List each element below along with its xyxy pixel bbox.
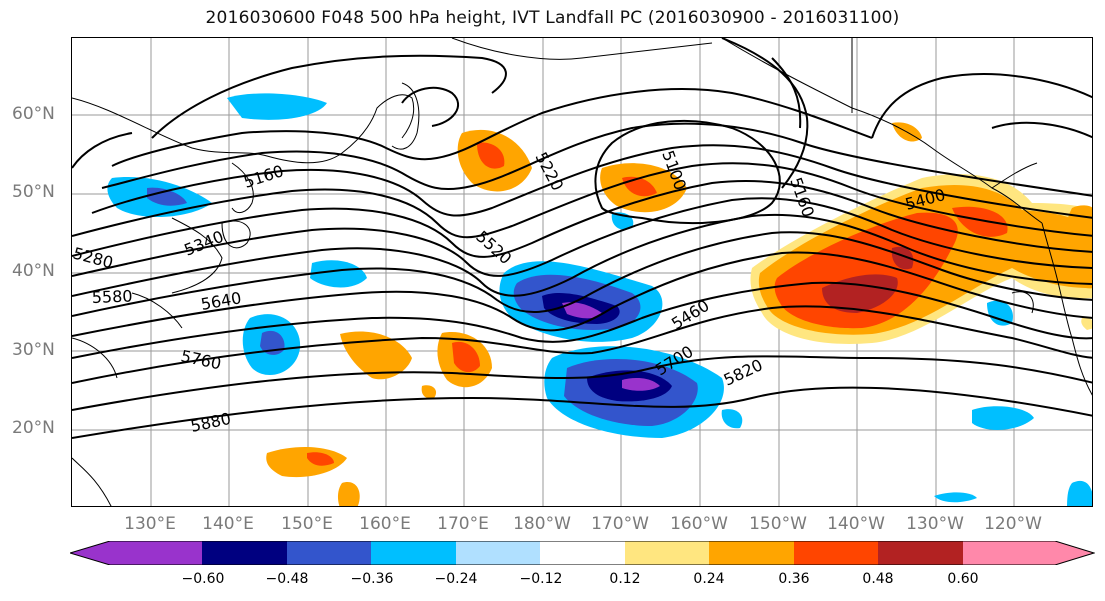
- colorbar-tick-label: −0.36: [350, 571, 394, 587]
- colorbar-tick-label: 0.60: [947, 571, 979, 587]
- contour-label: 5880: [189, 409, 233, 436]
- lat-label-60n: 60°N: [12, 104, 55, 124]
- lon-label-170w: 170°W: [591, 514, 649, 534]
- colorbar-outline: [70, 541, 1095, 565]
- contour-label: 5220: [531, 149, 567, 194]
- lon-label-160e: 160°E: [359, 514, 411, 534]
- ivt-negative-shading: [107, 93, 1092, 506]
- map-panel: 5160 5220 5100 5160 5280 5340 5400 5520 …: [71, 37, 1093, 507]
- contour-label: 5760: [179, 346, 223, 373]
- contour-label: 5160: [241, 161, 286, 192]
- colorbar-segment: [878, 541, 963, 565]
- colorbar-segment: [963, 541, 1094, 565]
- contour-label: 5520: [472, 227, 515, 268]
- map-title: 2016030600 F048 500 hPa height, IVT Land…: [205, 8, 900, 28]
- lon-label-130e: 130°E: [124, 514, 176, 534]
- colorbar-segment: [794, 541, 878, 565]
- height-contours: [72, 38, 1092, 439]
- contour-label: 5160: [786, 175, 818, 220]
- coastlines: [72, 38, 1092, 506]
- lat-label-30n: 30°N: [12, 340, 55, 360]
- colorbar-tick-label: −0.24: [434, 571, 478, 587]
- colorbar-tick-label: −0.48: [265, 571, 309, 587]
- colorbar-tick-label: −0.60: [181, 571, 225, 587]
- colorbar-segment: [540, 541, 625, 565]
- colorbar-segment: [202, 541, 287, 565]
- lon-label-130w: 130°W: [906, 514, 964, 534]
- contour-label: 5580: [91, 287, 132, 307]
- contour-label: 5640: [199, 288, 242, 314]
- contour-label: 5820: [721, 355, 766, 389]
- lon-label-140e: 140°E: [202, 514, 254, 534]
- lat-label-40n: 40°N: [12, 261, 55, 281]
- colorbar-segment: [625, 541, 709, 565]
- colorbar-segment: [70, 541, 202, 565]
- lon-label-160w: 160°W: [670, 514, 728, 534]
- contour-label: 5340: [181, 227, 226, 260]
- contour-label: 5460: [668, 296, 713, 334]
- colorbar-segment: [709, 541, 794, 565]
- colorbar-segment: [371, 541, 456, 565]
- colorbar-tick-label: 0.12: [609, 571, 641, 587]
- colorbar-segment: [456, 541, 540, 565]
- lon-label-120w: 120°W: [984, 514, 1042, 534]
- colorbar-tick-label: 0.36: [778, 571, 810, 587]
- lon-label-150e: 150°E: [281, 514, 333, 534]
- lat-label-20n: 20°N: [12, 418, 55, 438]
- colorbar-segment: [287, 541, 371, 565]
- colorbar-tick-label: 0.24: [693, 571, 725, 587]
- lat-label-50n: 50°N: [12, 182, 55, 202]
- colorbar: [70, 541, 1095, 565]
- lon-label-180w: 180°W: [513, 514, 571, 534]
- colorbar-tick-label: −0.12: [519, 571, 563, 587]
- lon-label-140w: 140°W: [827, 514, 885, 534]
- lon-label-150w: 150°W: [749, 514, 807, 534]
- map-canvas: 5160 5220 5100 5160 5280 5340 5400 5520 …: [72, 38, 1092, 506]
- colorbar-tick-label: 0.48: [862, 571, 894, 587]
- ivt-positive-shading: [266, 122, 1092, 506]
- lon-label-170e: 170°E: [437, 514, 489, 534]
